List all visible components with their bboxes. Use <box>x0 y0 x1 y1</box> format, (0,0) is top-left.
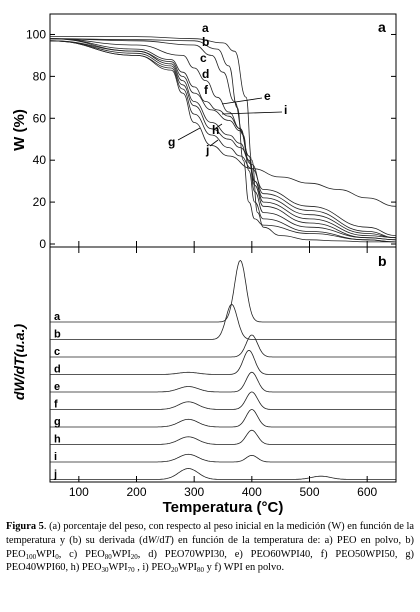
annotation-leader-i <box>221 111 283 115</box>
annotation-h: h <box>212 123 219 137</box>
series-line-g <box>49 40 397 239</box>
figure-caption: Figura 5. (a) porcentaje del peso, con r… <box>6 520 414 575</box>
series-line-b <box>49 38 397 243</box>
annotation-i: i <box>284 103 287 117</box>
deriv-line-j <box>50 468 396 480</box>
y-tick-label: 60 <box>33 111 47 125</box>
caption-sub: 20 <box>170 566 178 575</box>
caption-text: W <box>147 534 157 546</box>
series-line-e <box>49 38 397 241</box>
annotation-leader-e <box>221 97 263 105</box>
panel-b-lines <box>50 259 396 480</box>
panel-a-ylabel: W (%) <box>11 109 28 151</box>
series-label-f: f <box>54 399 58 411</box>
series-label-a: a <box>54 311 61 323</box>
deriv-line-a <box>50 259 396 323</box>
x-tick-label: 100 <box>69 485 89 499</box>
y-tick-label: 80 <box>33 69 47 83</box>
series-line-i <box>49 40 397 236</box>
panel-a-lines <box>49 36 397 243</box>
deriv-line-b <box>50 304 396 340</box>
panel-b-frame <box>49 246 397 483</box>
caption-text: y f) WPI en polvo. <box>204 562 285 574</box>
caption-text: , d) PEO70WPI30, e) PEO60WPI40, f) PEO50… <box>6 548 415 574</box>
caption-text: WPI <box>36 548 56 560</box>
x-tick-label: 600 <box>357 485 377 499</box>
series-line-f <box>49 38 397 239</box>
caption-sub: 0 <box>55 552 59 561</box>
caption-text: T <box>164 534 171 546</box>
x-tick-label: 300 <box>184 485 204 499</box>
annotation-leader-g <box>177 127 201 141</box>
deriv-line-h <box>50 429 396 445</box>
series-label-b: b <box>54 329 61 341</box>
deriv-line-c <box>50 334 396 358</box>
caption-sub: 100 <box>25 552 37 561</box>
annotation-g: g <box>168 135 175 149</box>
series-label-i: i <box>54 451 57 463</box>
series-line-d <box>49 38 397 241</box>
x-tick-label: 200 <box>126 485 146 499</box>
series-label-j: j <box>53 469 57 481</box>
caption-sub: 80 <box>197 566 205 575</box>
deriv-line-d <box>50 350 396 375</box>
annotation-d: d <box>202 67 209 81</box>
caption-sub: 70 <box>127 566 135 575</box>
deriv-line-e <box>50 371 396 393</box>
y-tick-label: 100 <box>26 27 46 41</box>
y-tick-label: 20 <box>33 195 47 209</box>
deriv-line-g <box>50 408 396 428</box>
x-tick-label: 400 <box>242 485 262 499</box>
annotation-j: j <box>205 143 209 157</box>
series-line-a <box>49 36 396 243</box>
series-label-e: e <box>54 381 60 393</box>
x-tick-label: 500 <box>299 485 319 499</box>
series-label-g: g <box>54 416 61 428</box>
y-tick-label: 40 <box>33 153 47 167</box>
panel-a-y-axis: 0 20 40 60 80 100 <box>26 27 396 251</box>
caption-sub: 80 <box>104 552 112 561</box>
caption-text: WPI <box>108 562 128 574</box>
caption-text: . (a) porcentaje del peso, con respecto … <box>6 521 414 546</box>
series-label-d: d <box>54 364 61 376</box>
series-line-j <box>49 40 397 207</box>
annotation-f: f <box>204 83 209 97</box>
caption-sub: 20 <box>130 552 138 561</box>
series-line-c <box>49 38 397 243</box>
panel-b-ylabel: dW/dT(u.a.) <box>11 324 27 401</box>
panel-a-frame <box>49 13 397 248</box>
deriv-line-i <box>50 453 396 463</box>
series-label-c: c <box>54 346 60 358</box>
caption-text: /d <box>156 534 165 546</box>
annotation-leader-h <box>215 123 223 129</box>
annotation-leader-j <box>209 139 219 147</box>
caption-text: , i) PEO <box>134 562 171 574</box>
caption-sub: 30 <box>101 566 109 575</box>
panel-a-letter: a <box>378 19 386 35</box>
caption-text: WPI <box>177 562 198 574</box>
panel-b-letter: b <box>378 253 387 269</box>
annotation-a: a <box>202 21 209 35</box>
series-line-h <box>49 40 397 239</box>
caption-text: , c) PEO <box>58 548 105 560</box>
y-tick-label: 0 <box>39 237 46 251</box>
annotation-c: c <box>200 51 207 65</box>
deriv-line-f <box>50 391 396 410</box>
x-axis-label: Temperatura (°C) <box>163 499 284 516</box>
annotation-e: e <box>264 89 271 103</box>
panel-b-x-axis: 100 200 300 400 500 600 <box>69 241 377 499</box>
caption-text: ) en función de la temperatura de: a) PE… <box>6 534 414 560</box>
caption-label: Figura 5 <box>6 521 44 532</box>
annotation-b: b <box>202 35 209 49</box>
series-label-h: h <box>54 434 61 446</box>
caption-text: WPI <box>111 548 131 560</box>
